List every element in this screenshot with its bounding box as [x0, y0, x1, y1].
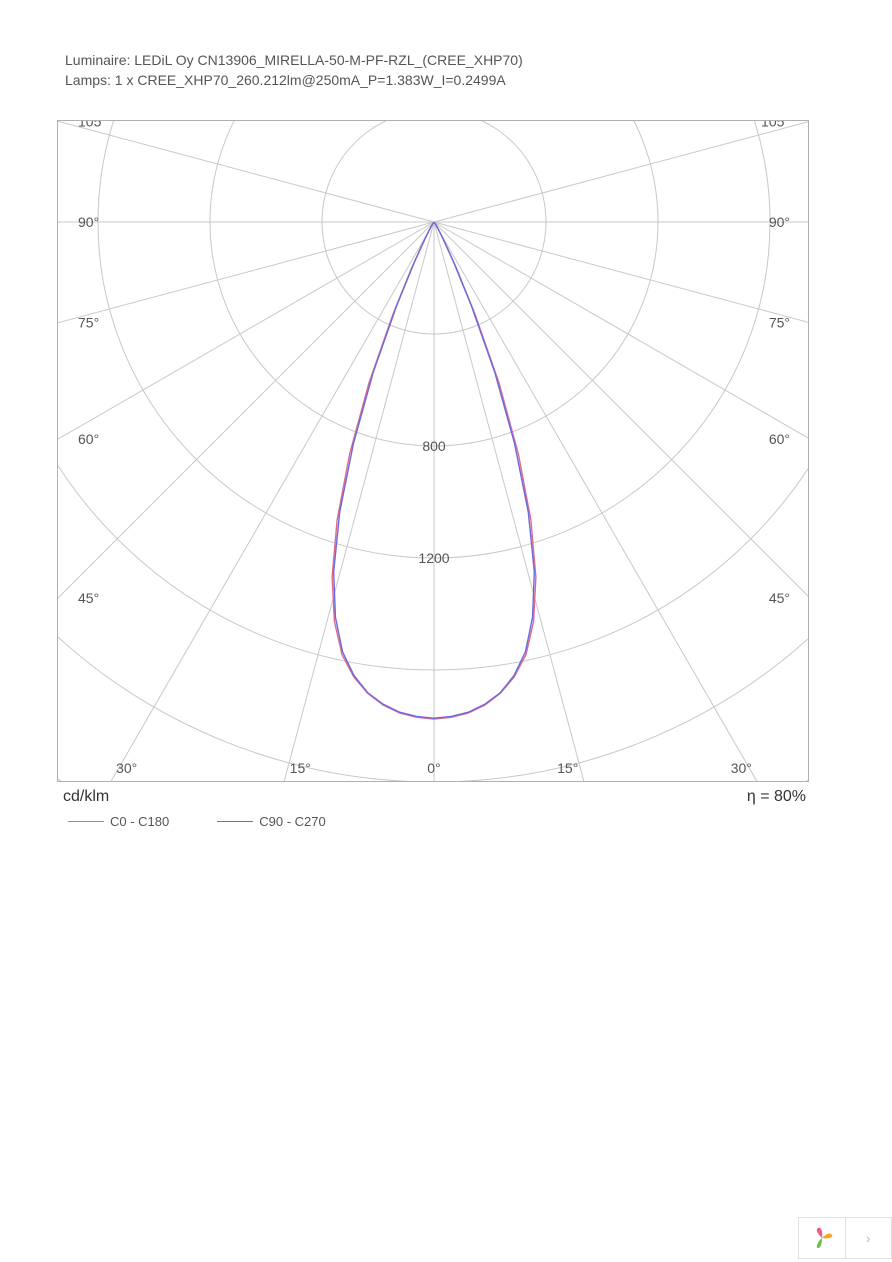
polar-chart: 800 1200 105° 90° 75° 60° 45° 30° 15° 105° 90° 75° 6… [57, 120, 809, 782]
header-line-1: Luminaire: LEDiL Oy CN13906_MIRELLA-50-M… [65, 50, 523, 70]
legend-item: C0 - C180 [68, 814, 169, 829]
svg-text:90°: 90° [769, 214, 790, 230]
floating-widget[interactable]: › [798, 1217, 892, 1259]
svg-text:60°: 60° [769, 431, 790, 447]
legend-item: C90 - C270 [217, 814, 325, 829]
polar-svg: 800 1200 105° 90° 75° 60° 45° 30° 15° 105° 90° 75° 6… [58, 121, 809, 782]
svg-text:90°: 90° [78, 214, 99, 230]
svg-text:105°: 105° [761, 121, 790, 129]
svg-text:15°: 15° [290, 760, 311, 776]
unit-label: cd/klm [63, 788, 109, 806]
svg-text:0°: 0° [427, 760, 440, 776]
header-line-2: Lamps: 1 x CREE_XHP70_260.212lm@250mA_P=… [65, 70, 523, 90]
legend: C0 - C180 C90 - C270 [68, 814, 366, 829]
svg-text:60°: 60° [78, 431, 99, 447]
svg-text:800: 800 [422, 438, 446, 454]
svg-text:45°: 45° [769, 590, 790, 606]
legend-label: C90 - C270 [259, 814, 325, 829]
efficiency-label: η = 80% [747, 788, 806, 806]
legend-label: C0 - C180 [110, 814, 169, 829]
svg-text:105°: 105° [78, 121, 107, 129]
svg-text:75°: 75° [78, 315, 99, 331]
header-text: Luminaire: LEDiL Oy CN13906_MIRELLA-50-M… [65, 50, 523, 90]
widget-logo-icon [799, 1218, 845, 1258]
legend-swatch [68, 821, 104, 822]
svg-text:1200: 1200 [418, 550, 449, 566]
svg-text:15°: 15° [557, 760, 578, 776]
svg-text:75°: 75° [769, 315, 790, 331]
svg-text:30°: 30° [116, 760, 137, 776]
widget-arrow-icon[interactable]: › [845, 1218, 892, 1258]
chart-border: 800 1200 105° 90° 75° 60° 45° 30° 15° 105° 90° 75° 6… [57, 120, 809, 782]
legend-swatch [217, 821, 253, 822]
svg-text:30°: 30° [731, 760, 752, 776]
svg-text:45°: 45° [78, 590, 99, 606]
